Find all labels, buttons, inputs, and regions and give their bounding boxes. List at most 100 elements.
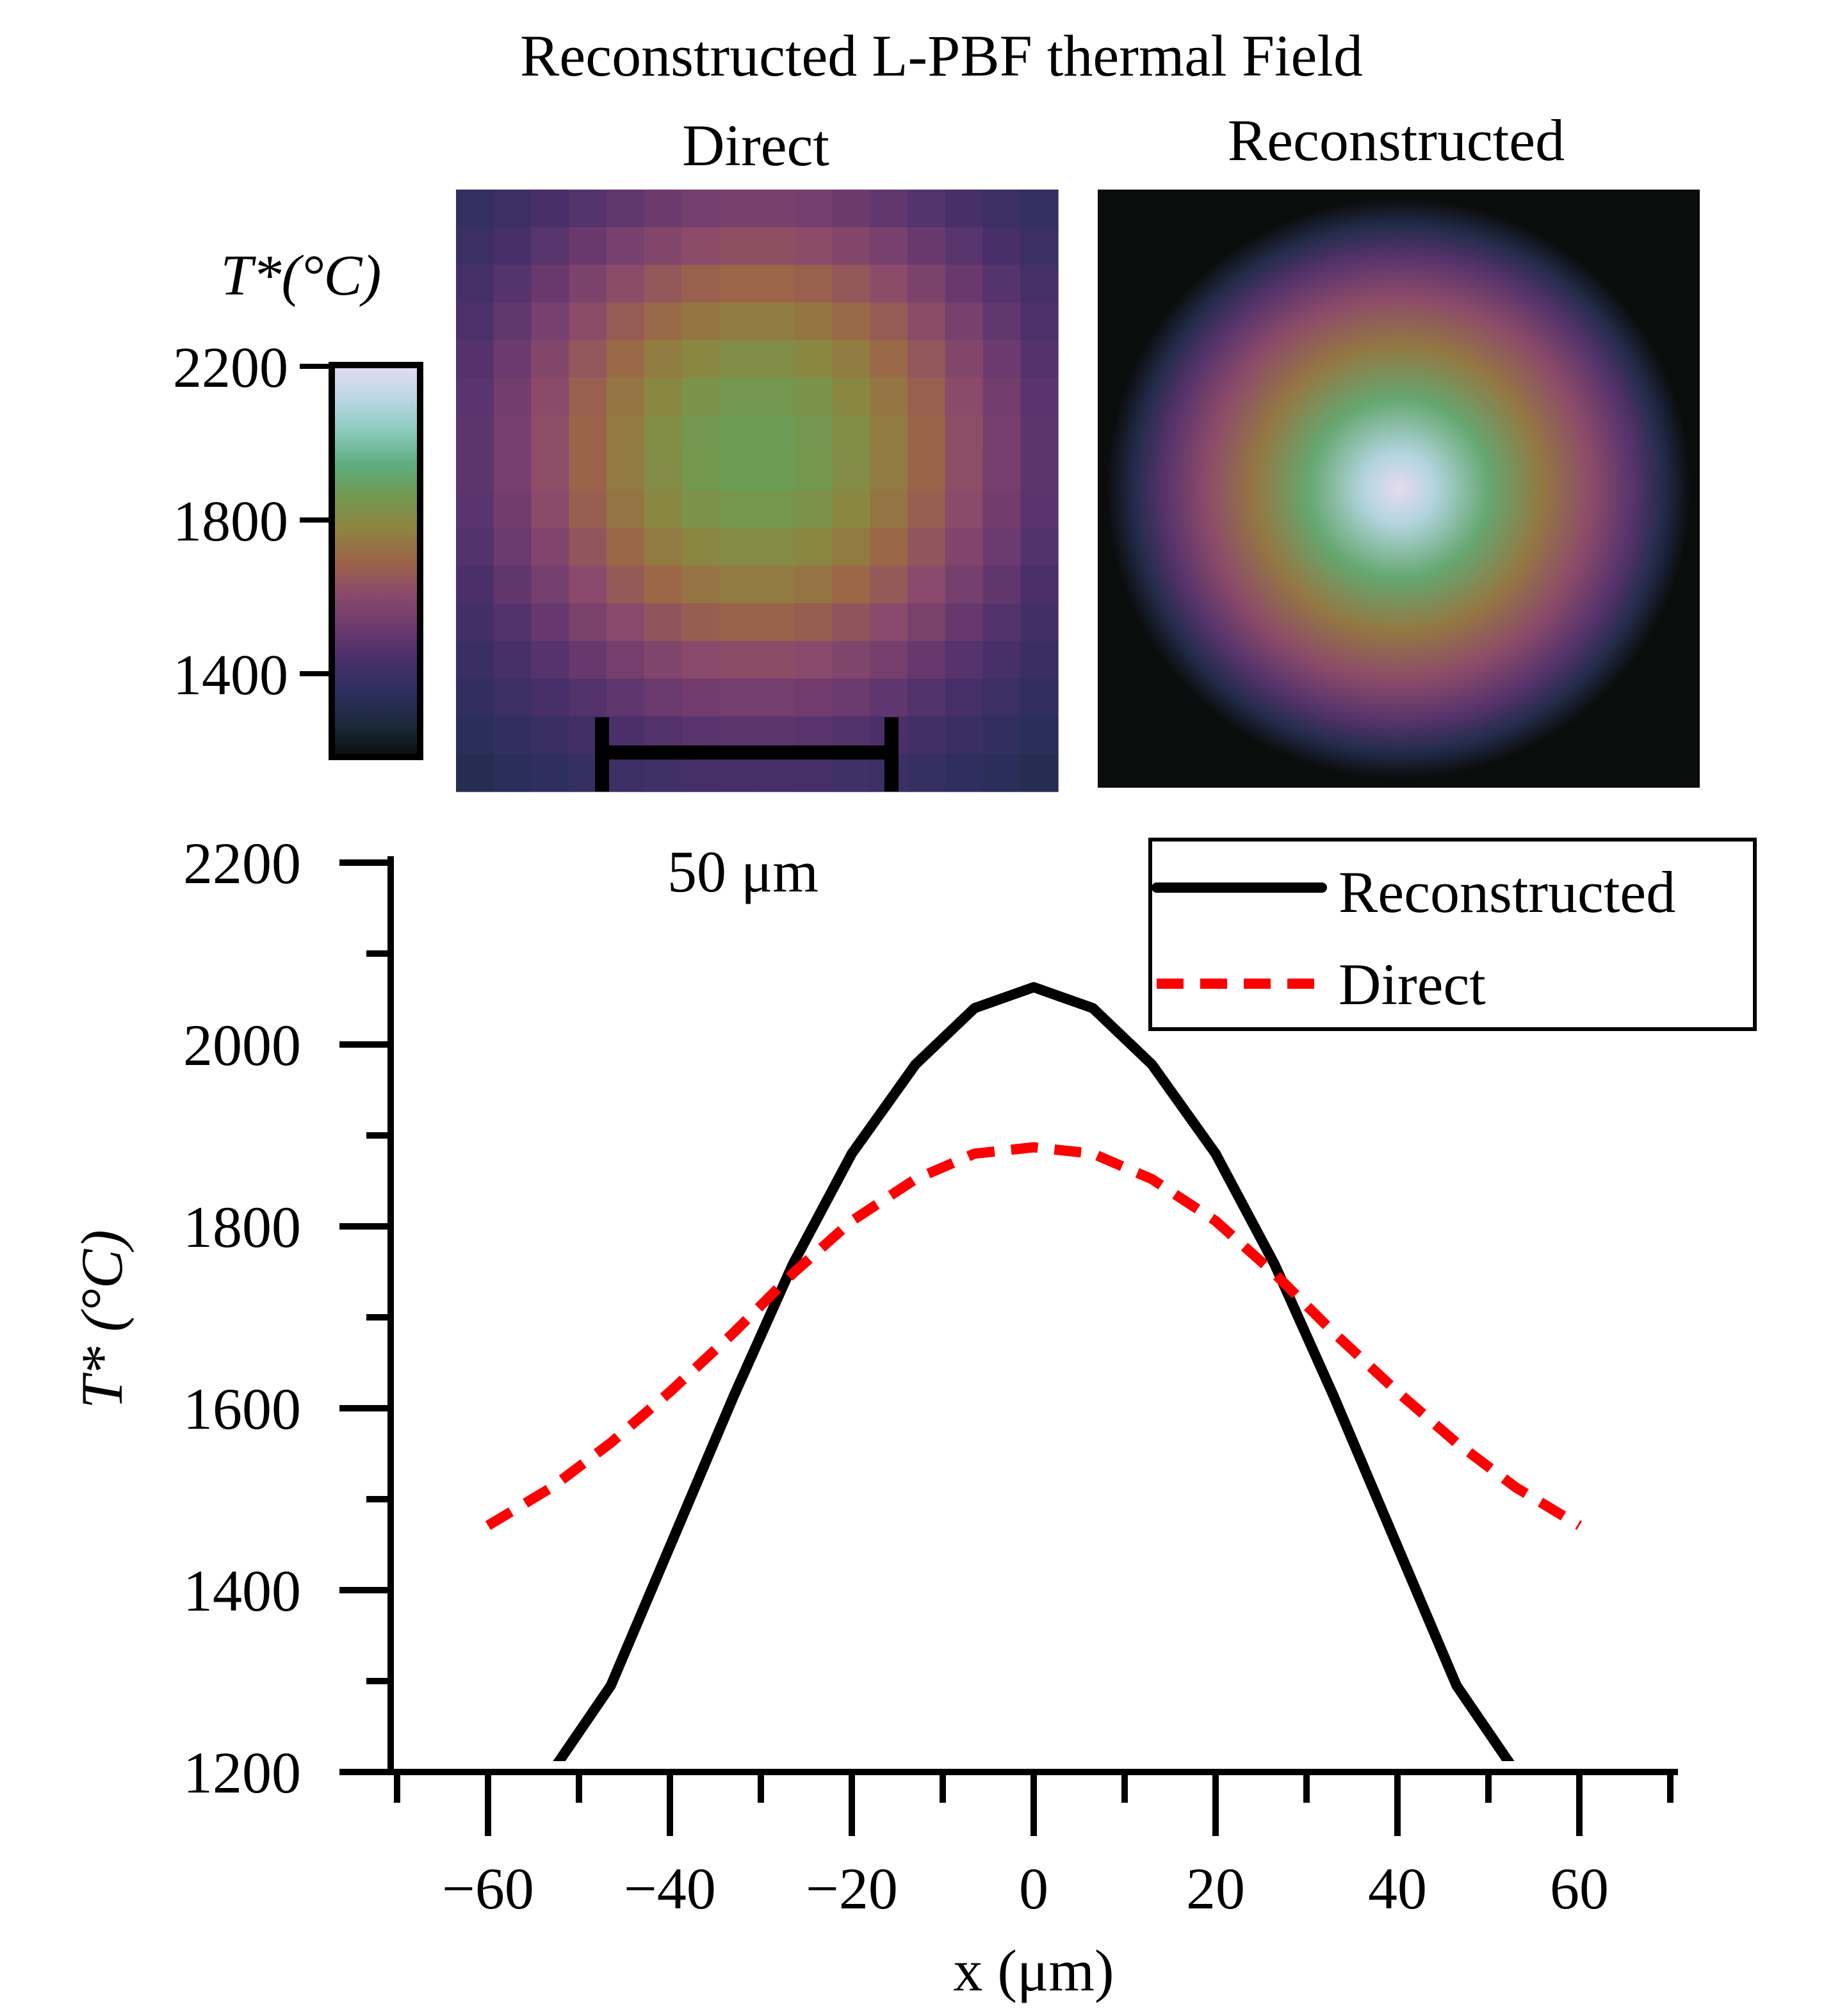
direct-heatmap-cell xyxy=(531,641,569,679)
x-axis-label: x (μm) xyxy=(953,1938,1114,2003)
direct-heatmap-cell xyxy=(531,302,569,341)
x-tick-label: −20 xyxy=(806,1856,898,1921)
direct-heatmap-cell xyxy=(1020,377,1059,416)
direct-heatmap-cell xyxy=(531,264,569,303)
legend-label-direct: Direct xyxy=(1339,952,1486,1017)
direct-heatmap-cell xyxy=(719,377,758,416)
direct-heatmap-cell xyxy=(493,453,532,491)
direct-heatmap-cell xyxy=(607,415,645,453)
direct-heatmap-cell xyxy=(531,565,569,604)
direct-heatmap-cell xyxy=(757,340,795,378)
direct-heatmap-cell xyxy=(757,227,795,266)
x-tick-label: 20 xyxy=(1186,1856,1245,1921)
direct-heatmap-cell xyxy=(719,190,758,228)
direct-heatmap-cell xyxy=(945,227,984,266)
direct-heatmap-cell xyxy=(681,190,720,228)
direct-heatmap-cell xyxy=(757,491,795,529)
colorbar-gradient xyxy=(329,362,423,760)
direct-heatmap-cell xyxy=(982,453,1021,491)
direct-heatmap-cell xyxy=(531,377,569,416)
direct-heatmap-cell xyxy=(870,227,908,266)
direct-heatmap-cell xyxy=(794,641,833,679)
x-tick-label: 60 xyxy=(1550,1856,1609,1921)
direct-heatmap-cell xyxy=(719,565,758,604)
direct-heatmap-cell xyxy=(607,754,645,792)
direct-heatmap-cell xyxy=(644,565,683,604)
series-line-direct xyxy=(485,1142,1583,1531)
direct-heatmap-cell xyxy=(569,340,607,378)
direct-heatmap-cell xyxy=(794,491,833,529)
direct-heatmap-cell xyxy=(531,340,569,378)
reconstructed-panel-title: Reconstructed xyxy=(1228,108,1565,173)
y-tick-label: 1400 xyxy=(183,1558,301,1623)
direct-heatmap-cell xyxy=(493,340,532,378)
direct-heatmap-cell xyxy=(719,678,758,717)
direct-heatmap-cell xyxy=(644,340,683,378)
direct-heatmap-cell xyxy=(908,754,946,792)
direct-heatmap-cell xyxy=(569,678,607,717)
direct-heatmap-cell xyxy=(794,264,833,303)
direct-heatmap-cell xyxy=(870,415,908,453)
direct-heatmap-cell xyxy=(456,565,494,604)
direct-heatmap-cell xyxy=(1020,528,1059,567)
direct-heatmap xyxy=(456,190,1059,792)
direct-heatmap-cell xyxy=(569,415,607,453)
colorbar-tick-label-1400: 1400 xyxy=(173,644,288,707)
direct-heatmap-cell xyxy=(607,377,645,416)
direct-heatmap-cell xyxy=(644,264,683,303)
direct-heatmap-cell xyxy=(982,190,1021,228)
direct-heatmap-cell xyxy=(870,565,908,604)
direct-heatmap-cell xyxy=(908,415,946,453)
x-tick-label: 0 xyxy=(1019,1856,1048,1921)
direct-heatmap-cell xyxy=(945,453,984,491)
direct-heatmap-cell xyxy=(456,754,494,792)
direct-heatmap-cell xyxy=(757,415,795,453)
direct-heatmap-cell xyxy=(569,491,607,529)
direct-heatmap-cell xyxy=(1020,227,1059,266)
figure-title: Reconstructed L-PBF thermal Field xyxy=(520,23,1363,88)
direct-heatmap-cell xyxy=(1020,415,1059,453)
direct-heatmap-cell xyxy=(681,491,720,529)
direct-heatmap-cell xyxy=(982,754,1021,792)
direct-heatmap-cell xyxy=(456,340,494,378)
direct-heatmap-cell xyxy=(832,340,870,378)
direct-heatmap-cell xyxy=(569,264,607,303)
direct-heatmap-cell xyxy=(493,415,532,453)
direct-heatmap-cell xyxy=(456,603,494,642)
direct-heatmap-cell xyxy=(832,264,870,303)
direct-heatmap-cell xyxy=(908,453,946,491)
y-tick-label: 1600 xyxy=(183,1376,301,1442)
direct-heatmap-cell xyxy=(644,678,683,717)
direct-heatmap-cell xyxy=(493,302,532,341)
direct-heatmap-cell xyxy=(870,190,908,228)
direct-heatmap-cell xyxy=(456,264,494,303)
direct-heatmap-cell xyxy=(908,603,946,642)
direct-heatmap-cell xyxy=(607,641,645,679)
direct-heatmap-cell xyxy=(719,603,758,642)
y-tick-label: 2200 xyxy=(183,831,301,896)
direct-heatmap-cell xyxy=(531,491,569,529)
direct-heatmap-cell xyxy=(719,754,758,792)
direct-heatmap-cell xyxy=(982,227,1021,266)
series-lines xyxy=(485,982,1583,1761)
direct-heatmap-cell xyxy=(681,528,720,567)
reconstructed-heatmap xyxy=(1098,190,1700,788)
direct-heatmap-cell xyxy=(607,453,645,491)
direct-heatmap-cell xyxy=(569,453,607,491)
direct-heatmap-cell xyxy=(982,641,1021,679)
colorbar-tick-label-1800: 1800 xyxy=(173,490,288,553)
direct-heatmap-cell xyxy=(757,190,795,228)
direct-heatmap-cell xyxy=(870,528,908,567)
direct-heatmap-cell xyxy=(569,603,607,642)
direct-heatmap-cell xyxy=(644,190,683,228)
scale-bar-label: 50 μm xyxy=(667,839,818,904)
direct-heatmap-cell xyxy=(908,716,946,754)
direct-heatmap-cell xyxy=(456,453,494,491)
direct-heatmap-cell xyxy=(456,678,494,717)
direct-heatmap-cell xyxy=(870,603,908,642)
direct-heatmap-cell xyxy=(681,302,720,341)
direct-heatmap-cell xyxy=(908,302,946,341)
y-axis-label: T* (°C) xyxy=(69,1230,134,1409)
direct-heatmap-cell xyxy=(531,227,569,266)
direct-heatmap-cell xyxy=(569,190,607,228)
